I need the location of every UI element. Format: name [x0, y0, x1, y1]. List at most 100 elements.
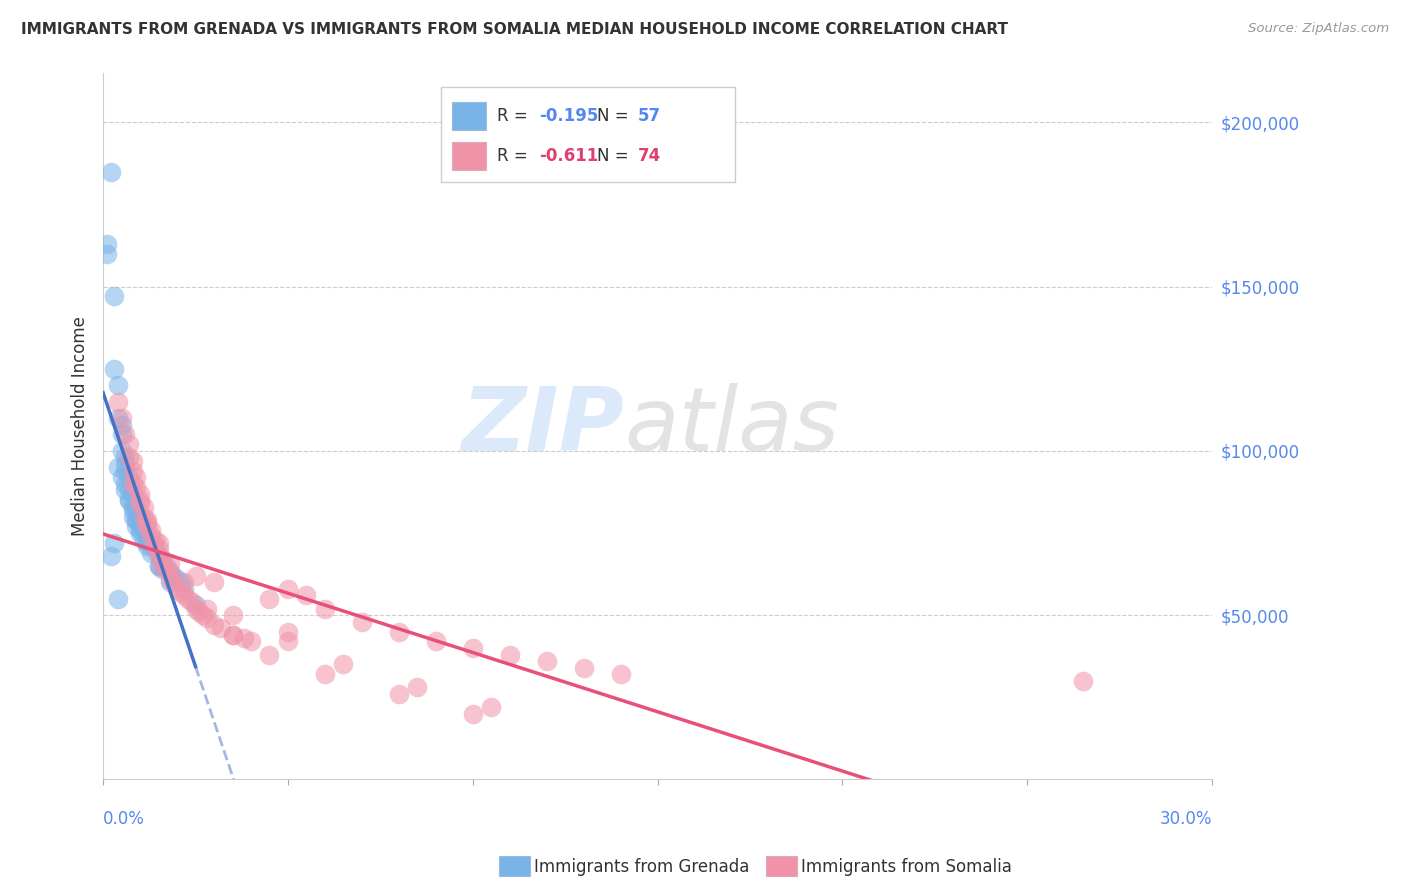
Point — [148, 542, 170, 557]
Point — [184, 568, 207, 582]
Point — [221, 628, 243, 642]
Point — [103, 361, 125, 376]
Point — [277, 634, 299, 648]
Point — [350, 615, 373, 629]
Point — [114, 483, 136, 498]
Point — [425, 634, 447, 648]
Point — [114, 427, 136, 442]
Text: Immigrants from Grenada: Immigrants from Grenada — [534, 858, 749, 876]
Point — [125, 470, 148, 484]
Point — [129, 509, 152, 524]
Point — [114, 457, 136, 471]
Point — [118, 470, 141, 484]
Text: N =: N = — [596, 107, 634, 125]
Point — [136, 536, 159, 550]
Point — [155, 562, 177, 576]
Point — [110, 470, 132, 484]
Point — [148, 536, 170, 550]
Point — [609, 667, 631, 681]
Text: ZIP: ZIP — [461, 383, 624, 470]
Point — [107, 394, 129, 409]
Text: R =: R = — [496, 107, 533, 125]
Point — [184, 601, 207, 615]
Point — [129, 525, 152, 540]
Point — [114, 450, 136, 465]
Point — [155, 558, 177, 573]
Point — [107, 591, 129, 606]
Point — [479, 700, 502, 714]
Point — [232, 631, 254, 645]
Point — [114, 464, 136, 478]
Point — [143, 533, 166, 547]
Point — [332, 657, 354, 672]
Point — [118, 483, 141, 498]
Text: 57: 57 — [638, 107, 661, 125]
Point — [114, 476, 136, 491]
Point — [259, 648, 281, 662]
Point — [110, 427, 132, 442]
Text: -0.195: -0.195 — [538, 107, 599, 125]
Point — [162, 568, 184, 582]
Point — [240, 634, 263, 648]
Point — [1071, 673, 1094, 688]
Point — [136, 513, 159, 527]
Point — [180, 595, 202, 609]
Point — [125, 519, 148, 533]
Point — [129, 523, 152, 537]
Point — [110, 411, 132, 425]
Point — [406, 681, 429, 695]
Text: 74: 74 — [638, 147, 661, 165]
Point — [143, 542, 166, 557]
Point — [148, 558, 170, 573]
Point — [103, 289, 125, 303]
Point — [110, 443, 132, 458]
Point — [118, 450, 141, 465]
Point — [121, 476, 143, 491]
Point — [191, 608, 214, 623]
Text: IMMIGRANTS FROM GRENADA VS IMMIGRANTS FROM SOMALIA MEDIAN HOUSEHOLD INCOME CORRE: IMMIGRANTS FROM GRENADA VS IMMIGRANTS FR… — [21, 22, 1008, 37]
Point — [121, 500, 143, 514]
Point — [162, 575, 184, 590]
Point — [136, 529, 159, 543]
Point — [107, 460, 129, 475]
Point — [170, 585, 193, 599]
Point — [118, 437, 141, 451]
Point — [173, 588, 195, 602]
Text: Source: ZipAtlas.com: Source: ZipAtlas.com — [1249, 22, 1389, 36]
Point — [221, 608, 243, 623]
Point — [150, 558, 173, 573]
Point — [141, 546, 163, 560]
Point — [159, 575, 181, 590]
Point — [188, 605, 211, 619]
Point — [125, 513, 148, 527]
Point — [132, 523, 155, 537]
Point — [166, 572, 188, 586]
Bar — [453, 142, 485, 169]
Point — [461, 640, 484, 655]
Point — [143, 539, 166, 553]
Point — [159, 556, 181, 570]
Point — [110, 417, 132, 432]
Point — [141, 523, 163, 537]
Point — [173, 582, 195, 596]
Point — [314, 667, 336, 681]
Point — [202, 618, 225, 632]
Point — [132, 509, 155, 524]
Point — [150, 562, 173, 576]
Point — [184, 599, 207, 613]
Point — [125, 480, 148, 494]
Point — [388, 687, 411, 701]
Y-axis label: Median Household Income: Median Household Income — [72, 317, 89, 536]
Point — [159, 566, 181, 580]
Text: atlas: atlas — [624, 384, 839, 469]
Point — [148, 558, 170, 573]
Point — [129, 493, 152, 508]
Point — [499, 648, 522, 662]
Point — [129, 516, 152, 530]
Point — [125, 503, 148, 517]
Point — [295, 588, 318, 602]
Point — [148, 549, 170, 563]
Point — [209, 621, 232, 635]
Point — [96, 246, 118, 260]
Point — [125, 513, 148, 527]
